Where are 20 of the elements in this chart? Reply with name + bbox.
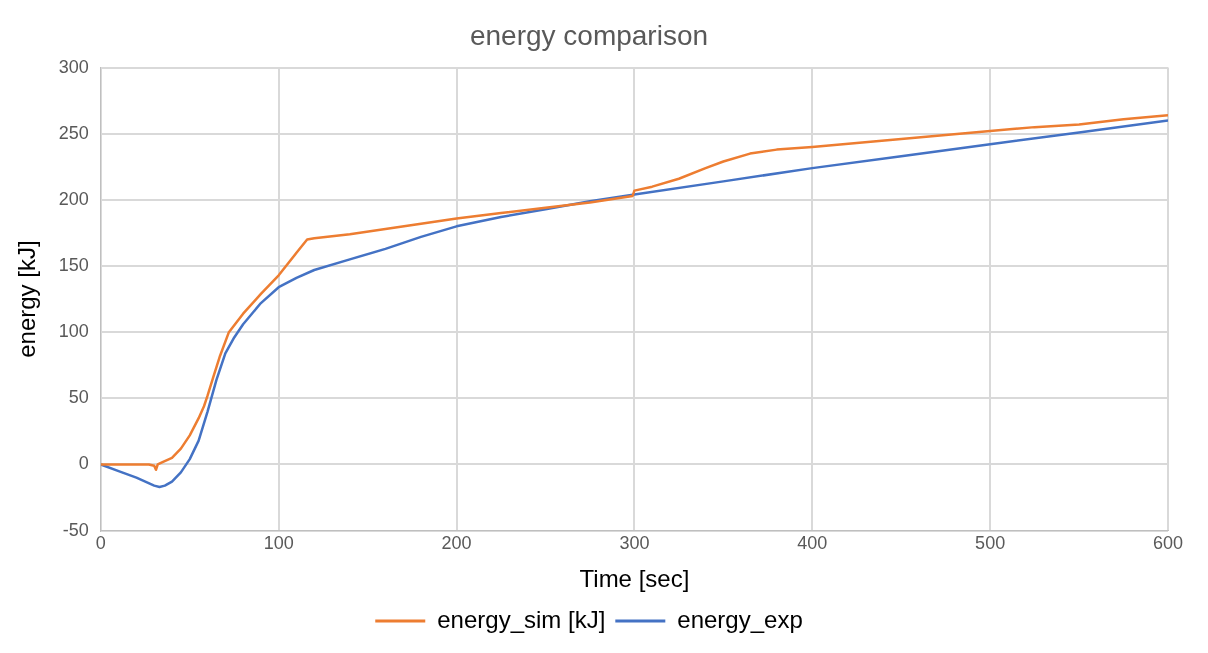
x-tick-label: 300: [619, 533, 650, 554]
x-tick-label: 400: [797, 533, 828, 554]
legend-label: energy_exp: [677, 605, 803, 633]
y-tick-label: 250: [58, 122, 89, 143]
y-tick-label: -50: [62, 519, 89, 540]
legend-label: energy_sim [kJ]: [437, 605, 606, 633]
y-tick-label: 200: [58, 188, 89, 209]
y-tick-label: 150: [58, 255, 89, 275]
x-tick-label: 0: [95, 533, 106, 554]
x-tick-label: 200: [441, 533, 472, 554]
x-axis-title: Time [sec]: [579, 565, 690, 593]
chart-title: energy comparison: [469, 19, 709, 51]
y-tick-label: 100: [58, 321, 89, 342]
x-tick-label: 600: [1152, 533, 1184, 554]
y-tick-label: 0: [78, 453, 89, 474]
x-tick-label: 500: [975, 533, 1006, 554]
y-tick-label: 300: [58, 56, 89, 77]
x-tick-label: 100: [263, 533, 294, 554]
y-tick-label: 50: [68, 387, 89, 408]
y-axis-title: energy [kJ]: [13, 240, 41, 358]
